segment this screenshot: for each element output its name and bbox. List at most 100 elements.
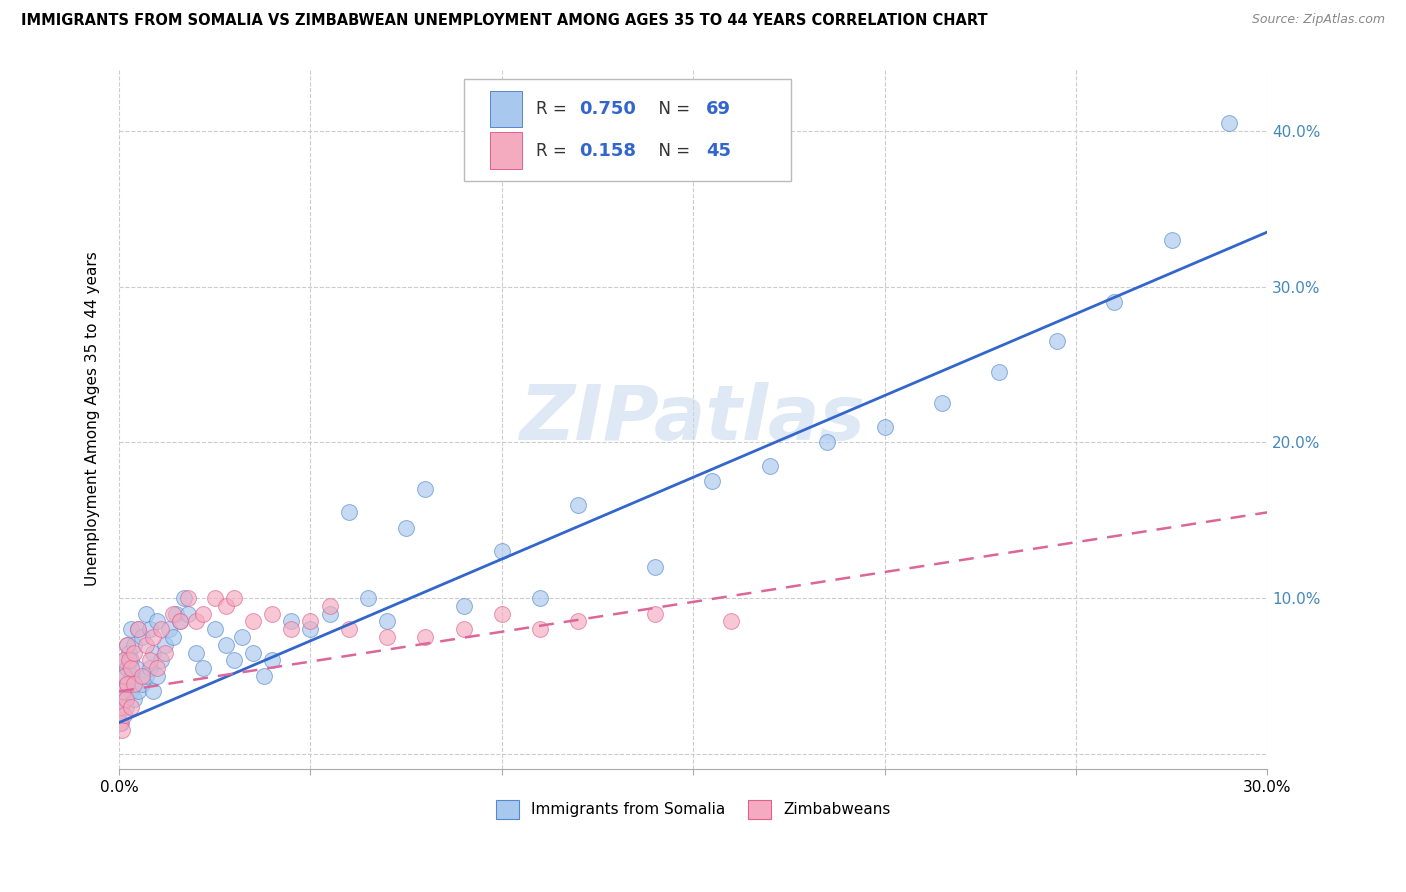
Point	[177, 591, 200, 605]
Point	[124, 676, 146, 690]
Point	[318, 599, 340, 613]
Point	[491, 544, 513, 558]
Point	[135, 638, 157, 652]
Point	[162, 607, 184, 621]
Point	[184, 646, 207, 660]
Point	[242, 615, 264, 629]
Point	[146, 669, 169, 683]
Point	[146, 661, 169, 675]
Point	[262, 607, 284, 621]
Point	[131, 669, 153, 683]
Point	[413, 482, 436, 496]
Point	[108, 715, 131, 730]
Point	[720, 615, 742, 629]
Point	[124, 692, 146, 706]
Point	[127, 684, 149, 698]
Text: ZIPatlas: ZIPatlas	[520, 382, 866, 456]
Text: N =: N =	[648, 142, 696, 160]
Point	[114, 653, 136, 667]
Point	[169, 615, 191, 629]
Point	[280, 615, 302, 629]
Point	[127, 622, 149, 636]
Point	[150, 622, 173, 636]
Point	[135, 607, 157, 621]
Point	[815, 435, 838, 450]
Point	[299, 615, 322, 629]
Point	[111, 723, 134, 738]
Point	[567, 615, 589, 629]
Point	[117, 646, 139, 660]
Bar	[489, 132, 522, 169]
Point	[413, 630, 436, 644]
Point	[121, 669, 143, 683]
Point	[357, 591, 380, 605]
Point	[112, 669, 135, 683]
Point	[758, 458, 780, 473]
Point	[262, 653, 284, 667]
Point	[120, 622, 142, 636]
Point	[166, 607, 188, 621]
Point	[114, 669, 136, 683]
Point	[204, 591, 226, 605]
Point	[124, 638, 146, 652]
Point	[931, 396, 953, 410]
Point	[337, 622, 360, 636]
Point	[215, 638, 238, 652]
Point	[120, 684, 142, 698]
Point	[138, 653, 160, 667]
Point	[120, 653, 142, 667]
Point	[318, 607, 340, 621]
Point	[157, 622, 180, 636]
Point	[115, 638, 138, 652]
Point	[125, 661, 148, 675]
Point	[529, 591, 551, 605]
Point	[110, 700, 132, 714]
Point	[150, 653, 173, 667]
Point	[184, 615, 207, 629]
Point	[644, 559, 666, 574]
Point	[491, 607, 513, 621]
Point	[375, 615, 398, 629]
Text: 69: 69	[706, 100, 731, 118]
Point	[567, 498, 589, 512]
Point	[395, 521, 418, 535]
Point	[153, 646, 176, 660]
Point	[873, 419, 896, 434]
Point	[117, 661, 139, 675]
Point	[231, 630, 253, 644]
Point	[111, 684, 134, 698]
Point	[142, 630, 165, 644]
Point	[169, 615, 191, 629]
Point	[280, 622, 302, 636]
Point	[177, 607, 200, 621]
Point	[131, 676, 153, 690]
Point	[193, 661, 215, 675]
Point	[127, 622, 149, 636]
Point	[117, 653, 139, 667]
Text: 45: 45	[706, 142, 731, 160]
Text: N =: N =	[648, 100, 696, 118]
Text: 0.750: 0.750	[579, 100, 637, 118]
Point	[173, 591, 195, 605]
Point	[153, 638, 176, 652]
Point	[115, 700, 138, 714]
Point	[146, 615, 169, 629]
Point	[162, 630, 184, 644]
Point	[115, 676, 138, 690]
Point	[299, 622, 322, 636]
Point	[453, 622, 475, 636]
Point	[1160, 233, 1182, 247]
Point	[988, 365, 1011, 379]
Point	[115, 692, 138, 706]
Text: IMMIGRANTS FROM SOMALIA VS ZIMBABWEAN UNEMPLOYMENT AMONG AGES 35 TO 44 YEARS COR: IMMIGRANTS FROM SOMALIA VS ZIMBABWEAN UN…	[21, 13, 987, 29]
Point	[702, 474, 724, 488]
Point	[215, 599, 238, 613]
Point	[1218, 116, 1240, 130]
Point	[204, 622, 226, 636]
Point	[142, 646, 165, 660]
Point	[337, 505, 360, 519]
Point	[1102, 295, 1125, 310]
Point	[1046, 334, 1069, 348]
FancyBboxPatch shape	[464, 79, 790, 181]
Legend: Immigrants from Somalia, Zimbabweans: Immigrants from Somalia, Zimbabweans	[489, 794, 897, 825]
